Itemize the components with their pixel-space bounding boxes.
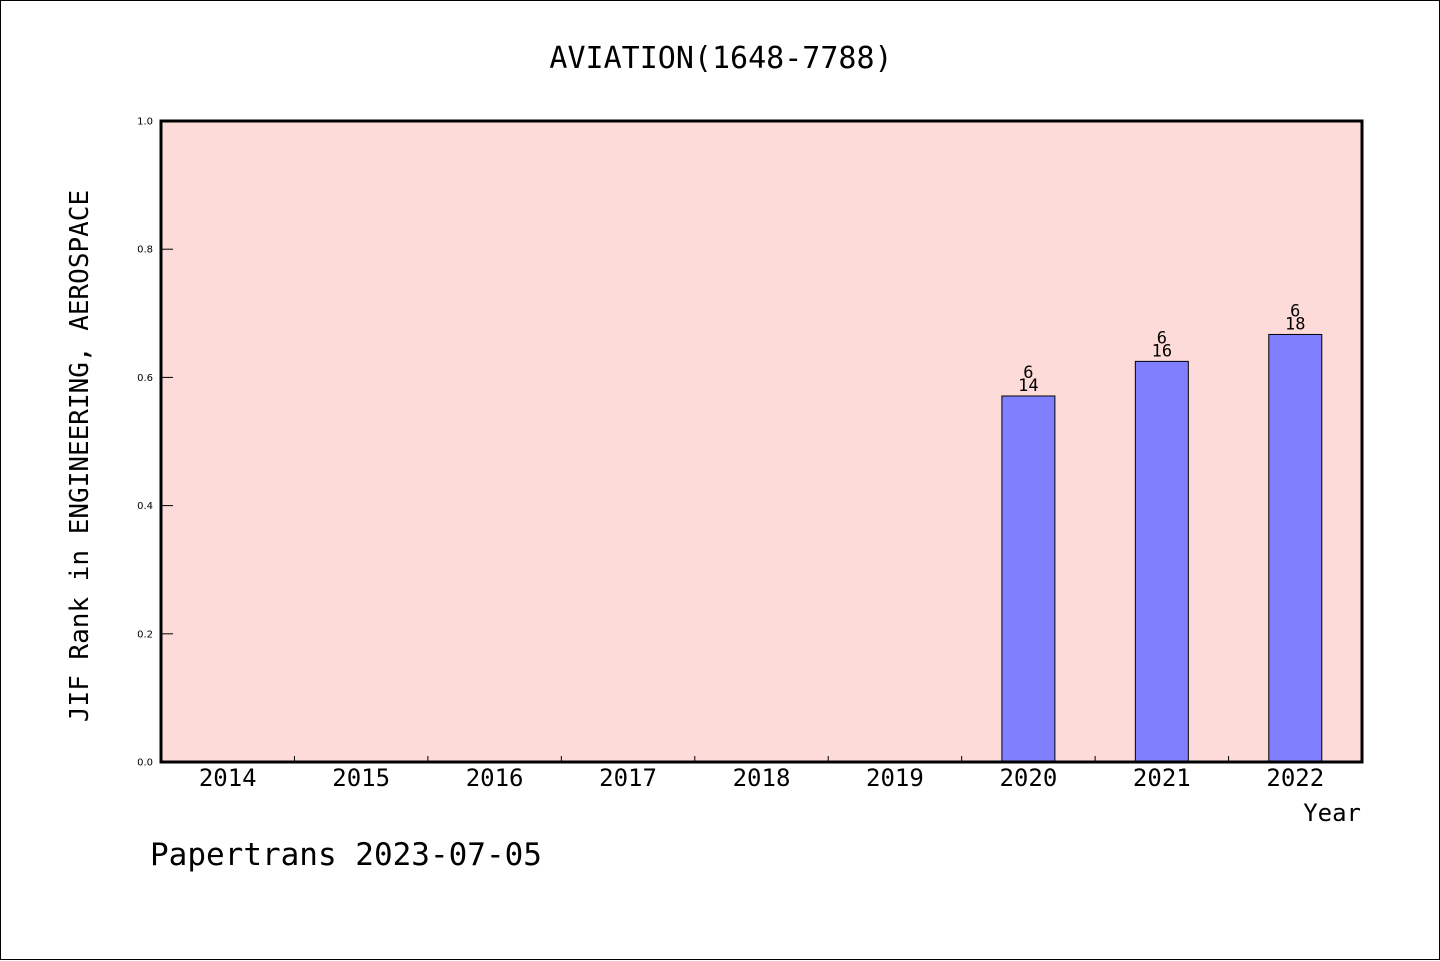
x-tick-label: 2016 [466, 764, 524, 792]
y-tick-label: 0.0 [137, 758, 153, 769]
x-tick-label: 2018 [733, 764, 791, 792]
y-tick-label: 0.8 [137, 245, 153, 256]
bar-total-label: 16 [1152, 341, 1172, 361]
x-tick-label: 2017 [599, 764, 657, 792]
chart-title: AVIATION(1648-7788) [549, 41, 892, 76]
bar-total-label: 18 [1285, 314, 1305, 334]
bar [1001, 395, 1056, 763]
bar-total-label: 14 [1018, 376, 1038, 396]
bar-rank-label: 6 [1157, 328, 1167, 348]
y-tick-label: 0.2 [137, 629, 153, 640]
footer-credit: Papertrans 2023-07-05 [150, 837, 542, 873]
plot-border [159, 119, 1364, 764]
x-ticks-layer: 2014 2015 2016 2017 2018 2019 2020 2021 2022 [199, 756, 1324, 792]
x-tick-label: 2020 [999, 764, 1057, 792]
bar-rank-label: 6 [1290, 301, 1300, 321]
x-tick-label: 2022 [1266, 764, 1324, 792]
bar-rank-label: 6 [1023, 363, 1033, 383]
x-tick-label: 2014 [199, 764, 257, 792]
y-tick-label: 0.4 [137, 501, 153, 512]
y-axis-label: JIF Rank in ENGINEERING, AEROSPACE [65, 190, 95, 722]
y-tick-label: 0.6 [137, 373, 153, 384]
bar [1134, 360, 1189, 763]
y-tick-label: 1.0 [137, 117, 153, 128]
x-tick-label: 2019 [866, 764, 924, 792]
x-tick-label: 2021 [1133, 764, 1191, 792]
x-axis-label: Year [1303, 799, 1361, 827]
bar [1268, 333, 1323, 763]
x-tick-label: 2015 [332, 764, 390, 792]
